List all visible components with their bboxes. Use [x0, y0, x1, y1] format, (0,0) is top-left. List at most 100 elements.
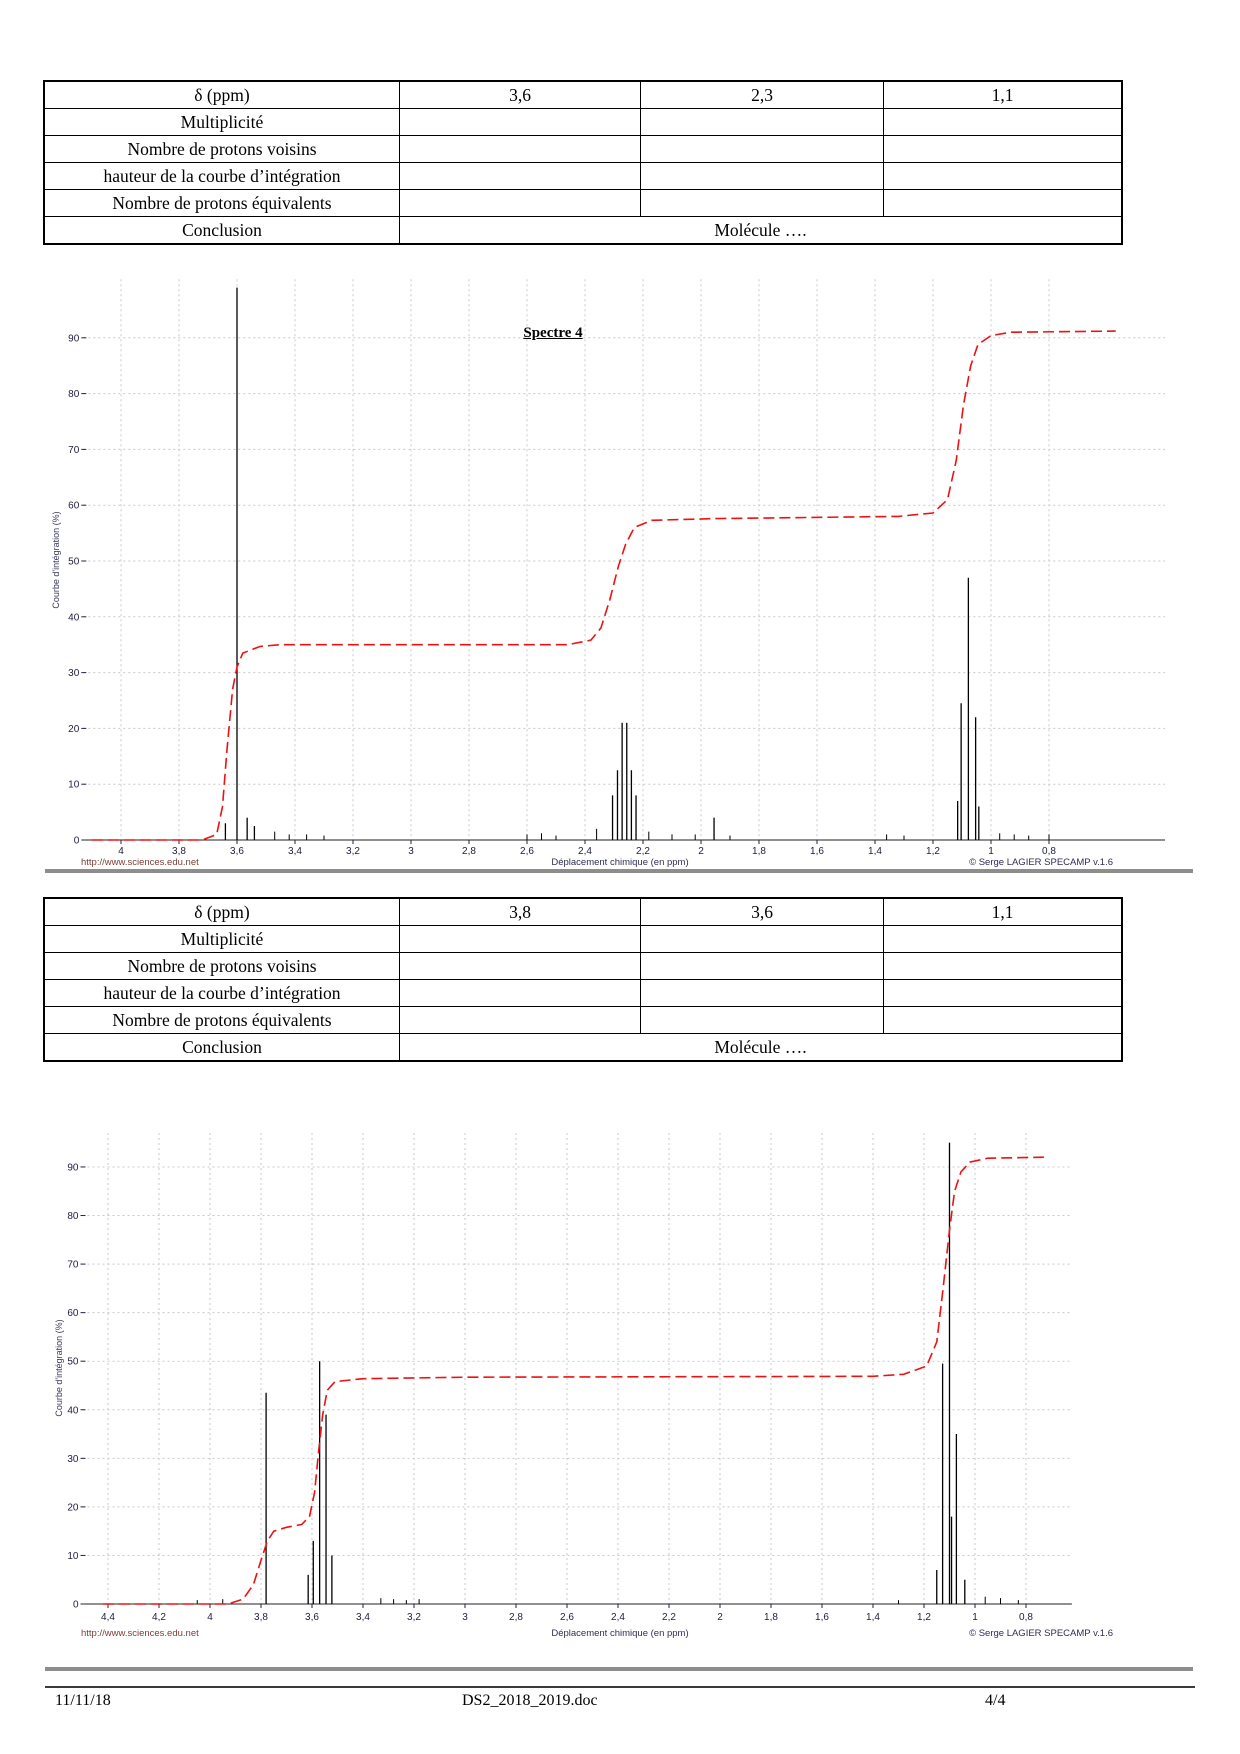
svg-text:4,4: 4,4: [101, 1612, 115, 1623]
svg-text:90: 90: [68, 333, 80, 344]
svg-text:20: 20: [68, 724, 80, 735]
empty-answer-cell: [399, 925, 641, 953]
svg-text:3,4: 3,4: [288, 846, 302, 857]
table-row: δ (ppm) 3,6 2,3 1,1: [43, 80, 1123, 109]
table-row: Conclusion Molécule ….: [43, 216, 1123, 245]
svg-text:1: 1: [988, 846, 994, 857]
svg-text:1,4: 1,4: [866, 1612, 880, 1623]
conclusion-label-cell: Conclusion: [43, 1033, 400, 1062]
svg-text:3,8: 3,8: [254, 1612, 268, 1623]
row-label-cell: hauteur de la courbe d’intégration: [43, 979, 400, 1007]
empty-answer-cell: [640, 108, 884, 136]
svg-text:3,2: 3,2: [346, 846, 360, 857]
empty-answer-cell: [883, 1006, 1123, 1034]
delta-value-cell: 1,1: [883, 80, 1123, 109]
svg-text:1,4: 1,4: [868, 846, 882, 857]
svg-text:0: 0: [73, 1600, 79, 1611]
row-label-cell: Multiplicité: [43, 925, 400, 953]
y-axis-label: Courbe d'intégration (%): [54, 1319, 64, 1416]
svg-text:1,8: 1,8: [752, 846, 766, 857]
svg-text:40: 40: [68, 612, 80, 623]
empty-answer-cell: [399, 135, 641, 163]
x-tick-marks: [107, 1604, 1027, 1608]
spectrum-peaks: [265, 1142, 966, 1604]
empty-answer-cell: [883, 189, 1123, 217]
svg-text:80: 80: [68, 389, 80, 400]
table-row: Conclusion Molécule ….: [43, 1033, 1123, 1062]
footer-page-number: 4/4: [985, 1692, 1006, 1709]
svg-text:1,2: 1,2: [917, 1612, 931, 1623]
table-row: Multiplicité: [43, 925, 1123, 953]
baseline-noise: [196, 1596, 1019, 1604]
delta-ppm-table: δ (ppm) 3,6 2,3 1,1 Multiplicité Nombre de pr…: [43, 80, 1123, 245]
svg-text:3,4: 3,4: [356, 1612, 370, 1623]
spectrum-chart-1: 4 3,8 3,6 3,4 3,2 3 2,8 2,6 2,4 2,2 2 1,8 1,6 1,4 1,2 1…: [45, 268, 1190, 868]
svg-text:40: 40: [67, 1405, 79, 1416]
svg-text:30: 30: [68, 668, 80, 679]
svg-text:3,2: 3,2: [407, 1612, 421, 1623]
svg-text:4: 4: [207, 1612, 213, 1623]
y-tick-labels: 0 10 20 30 40 50 60 70 80 90: [68, 333, 87, 847]
delta-value-cell: 2,3: [640, 80, 884, 109]
svg-text:10: 10: [67, 1551, 79, 1562]
empty-answer-cell: [640, 1006, 884, 1034]
svg-text:3,8: 3,8: [172, 846, 186, 857]
svg-text:2,8: 2,8: [509, 1612, 523, 1623]
x-axis-title: Déplacement chimique (en ppm): [551, 1628, 688, 1639]
table-row: δ (ppm) 3,8 3,6 1,1: [43, 897, 1123, 926]
nmr-spectrum-svg: 4 3,8 3,6 3,4 3,2 3 2,8 2,6 2,4 2,2 2 1,8 1,6 1,4 1,2 1…: [51, 279, 1165, 868]
empty-answer-cell: [640, 952, 884, 980]
row-label-cell: Nombre de protons voisins: [43, 135, 400, 163]
svg-text:80: 80: [67, 1211, 79, 1222]
credit-text: © Serge LAGIER SPECAMP v.1.6: [969, 1628, 1113, 1639]
empty-answer-cell: [883, 979, 1123, 1007]
svg-text:60: 60: [68, 501, 80, 512]
x-tick-labels: 4 3,8 3,6 3,4 3,2 3 2,8 2,6 2,4 2,2 2 1,8 1,6 1,4 1,2 1…: [118, 846, 1056, 857]
delta-ppm-table: δ (ppm) 3,8 3,6 1,1 Multiplicité Nombre de pr…: [43, 897, 1123, 1062]
svg-text:1,8: 1,8: [764, 1612, 778, 1623]
svg-text:0,8: 0,8: [1019, 1612, 1033, 1623]
chart-title-spectre-4: Spectre 4: [523, 325, 583, 341]
empty-answer-cell: [640, 189, 884, 217]
svg-text:1: 1: [972, 1612, 978, 1623]
svg-text:3,6: 3,6: [230, 846, 244, 857]
row-label-cell: Nombre de protons équivalents: [43, 189, 400, 217]
svg-text:2,2: 2,2: [636, 846, 650, 857]
empty-answer-cell: [883, 135, 1123, 163]
empty-answer-cell: [399, 108, 641, 136]
delta-value-cell: 3,8: [399, 897, 641, 926]
svg-text:3: 3: [408, 846, 414, 857]
x-tick-labels: 4,4 4,2 4 3,8 3,6 3,4 3,2 3 2,8 2,6 2,4 2,2 2 1,8 1,6 1…: [101, 1612, 1033, 1623]
svg-text:1,6: 1,6: [810, 846, 824, 857]
footer-date: 11/11/18: [55, 1692, 111, 1709]
delta-value-cell: 1,1: [883, 897, 1123, 926]
svg-text:70: 70: [67, 1260, 79, 1271]
row-label-cell: Nombre de protons équivalents: [43, 1006, 400, 1034]
delta-value-cell: 3,6: [399, 80, 641, 109]
svg-text:2,2: 2,2: [662, 1612, 676, 1623]
table-row: hauteur de la courbe d’intégration: [43, 979, 1123, 1007]
y-axis-label: Courbe d'intégration (%): [51, 511, 61, 608]
empty-answer-cell: [640, 925, 884, 953]
source-url-text: http://www.sciences.edu.net: [81, 1628, 199, 1639]
table-row: Multiplicité: [43, 108, 1123, 136]
spectrum-chart-2: 4,4 4,2 4 3,8 3,6 3,4 3,2 3 2,8 2,6 2,4 2,2 2 1,8 1,6 1…: [45, 1100, 1190, 1670]
empty-answer-cell: [883, 108, 1123, 136]
table-row: hauteur de la courbe d’intégration: [43, 162, 1123, 190]
conclusion-value-cell: Molécule ….: [399, 216, 1123, 245]
spectrum-peaks: [224, 287, 980, 840]
svg-text:90: 90: [67, 1162, 79, 1173]
footer-filename: DS2_2018_2019.doc: [462, 1692, 598, 1709]
empty-answer-cell: [640, 135, 884, 163]
empty-answer-cell: [883, 925, 1123, 953]
svg-text:2,4: 2,4: [578, 846, 592, 857]
empty-answer-cell: [883, 162, 1123, 190]
svg-text:4: 4: [118, 846, 124, 857]
integration-curve: [92, 330, 1116, 841]
footer-rule: [45, 1686, 1195, 1688]
svg-text:10: 10: [68, 780, 80, 791]
y-tick-labels: 0 10 20 30 40 50 60 70 80 90: [67, 1162, 86, 1611]
source-url-text: http://www.sciences.edu.net: [81, 857, 199, 868]
delta-value-cell: 3,6: [640, 897, 884, 926]
x-axis-title: Déplacement chimique (en ppm): [551, 857, 688, 868]
